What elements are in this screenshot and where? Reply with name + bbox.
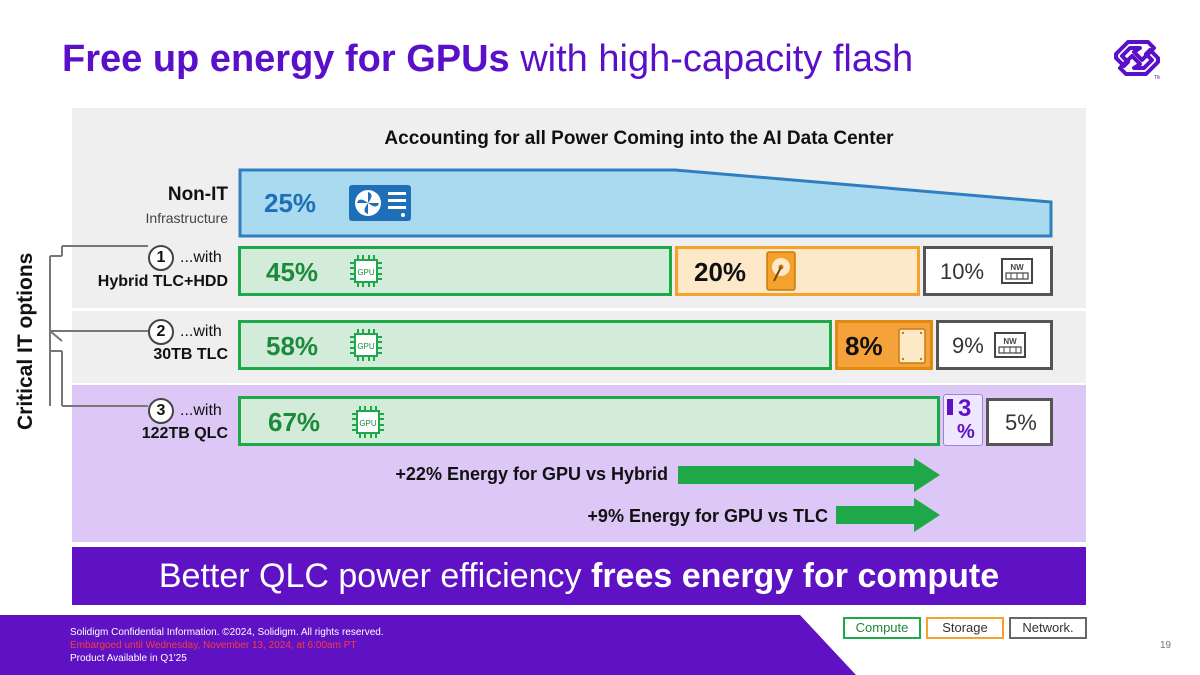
banner-regular: Better QLC power efficiency: [158, 557, 582, 595]
qlc-network-bar: [986, 398, 1053, 446]
hybrid-compute-value: 45%: [266, 257, 319, 287]
footer-embargo: Embargoed until Wednesday, November 13, …: [70, 640, 357, 651]
qlc-storage-pct: %: [957, 421, 975, 443]
gpu-icon-text: GPU: [359, 419, 377, 428]
legend-compute: Compute: [843, 617, 921, 639]
footer-band: [0, 615, 856, 675]
hybrid-with: ...with: [180, 249, 222, 266]
footer-confidential: Solidigm Confidential Information. ©2024…: [70, 627, 384, 638]
arrow-text-vs-tlc: +9% Energy for GPU vs TLC: [587, 506, 828, 526]
gpu-chip-icon: GPU: [352, 406, 384, 438]
hybrid-label: Hybrid TLC+HDD: [97, 273, 228, 290]
gpu-chip-icon: GPU: [350, 329, 382, 361]
arrow-text-vs-hybrid: +22% Energy for GPU vs Hybrid: [395, 464, 668, 484]
arrow-right-icon: [678, 458, 940, 492]
page-title: Free up energy for GPUs with high-capaci…: [62, 38, 913, 81]
tlc-with: ...with: [180, 323, 222, 340]
network-switch-icon: NW: [994, 332, 1026, 358]
summary-banner: Better QLC power efficiency frees energy…: [72, 547, 1086, 605]
chart-heading: Accounting for all Power Coming into the…: [384, 128, 894, 149]
svg-text:TM: TM: [1154, 75, 1160, 80]
tlc-storage-value: 8%: [845, 331, 883, 361]
option-number-3: 3: [148, 398, 174, 424]
legend-storage: Storage: [926, 617, 1004, 639]
qlc-network-value: 5%: [1005, 410, 1037, 435]
nonit-value: 25%: [264, 188, 317, 218]
critical-it-options-label: Critical IT options: [14, 252, 37, 430]
options-bracket: [49, 245, 148, 407]
gpu-chip-icon: GPU: [350, 255, 382, 287]
qlc-storage-bar: 3 %: [943, 394, 983, 446]
nonit-sublabel: Infrastructure: [145, 210, 228, 226]
network-switch-icon: NW: [1001, 258, 1033, 284]
title-regular: with high-capacity flash: [520, 38, 914, 80]
tlc-compute-bar: [238, 320, 832, 370]
ssd-icon: [898, 328, 926, 364]
tlc-compute-value: 58%: [266, 331, 319, 361]
nw-icon-text: NW: [1010, 263, 1024, 272]
hybrid-network-bar: [923, 246, 1053, 296]
title-bold: Free up energy for GPUs: [62, 38, 510, 80]
qlc-compute-value: 67%: [268, 407, 321, 437]
solidigm-logo-icon: TM: [1114, 40, 1160, 80]
tlc-label: 30TB TLC: [153, 346, 228, 363]
tlc-network-value: 9%: [952, 333, 984, 358]
arrow-right-icon: [836, 498, 940, 532]
nonit-bar: [238, 168, 1053, 238]
qlc-drive-icon: [947, 399, 953, 415]
qlc-with: ...with: [180, 402, 222, 419]
hvac-fan-icon: [349, 185, 411, 221]
page-number: 19: [1160, 640, 1172, 651]
footer-availability: Product Available in Q1'25: [70, 653, 187, 664]
nw-icon-text: NW: [1003, 337, 1017, 346]
gpu-icon-text: GPU: [357, 268, 375, 277]
gpu-icon-text: GPU: [357, 342, 375, 351]
qlc-compute-bar: [238, 396, 940, 446]
nonit-label: Non-IT: [167, 184, 228, 205]
option-number-1: 1: [148, 245, 174, 271]
legend-network: Network.: [1009, 617, 1087, 639]
hybrid-compute-bar: [238, 246, 672, 296]
qlc-storage-digit: 3: [958, 395, 972, 422]
qlc-label: 122TB QLC: [141, 425, 228, 442]
hybrid-network-value: 10%: [940, 259, 985, 284]
banner-bold: frees energy for compute: [591, 557, 1000, 595]
option-number-2: 2: [148, 319, 174, 345]
hybrid-storage-bar: [675, 246, 920, 296]
hdd-icon: [766, 251, 796, 291]
hybrid-storage-value: 20%: [694, 257, 747, 287]
